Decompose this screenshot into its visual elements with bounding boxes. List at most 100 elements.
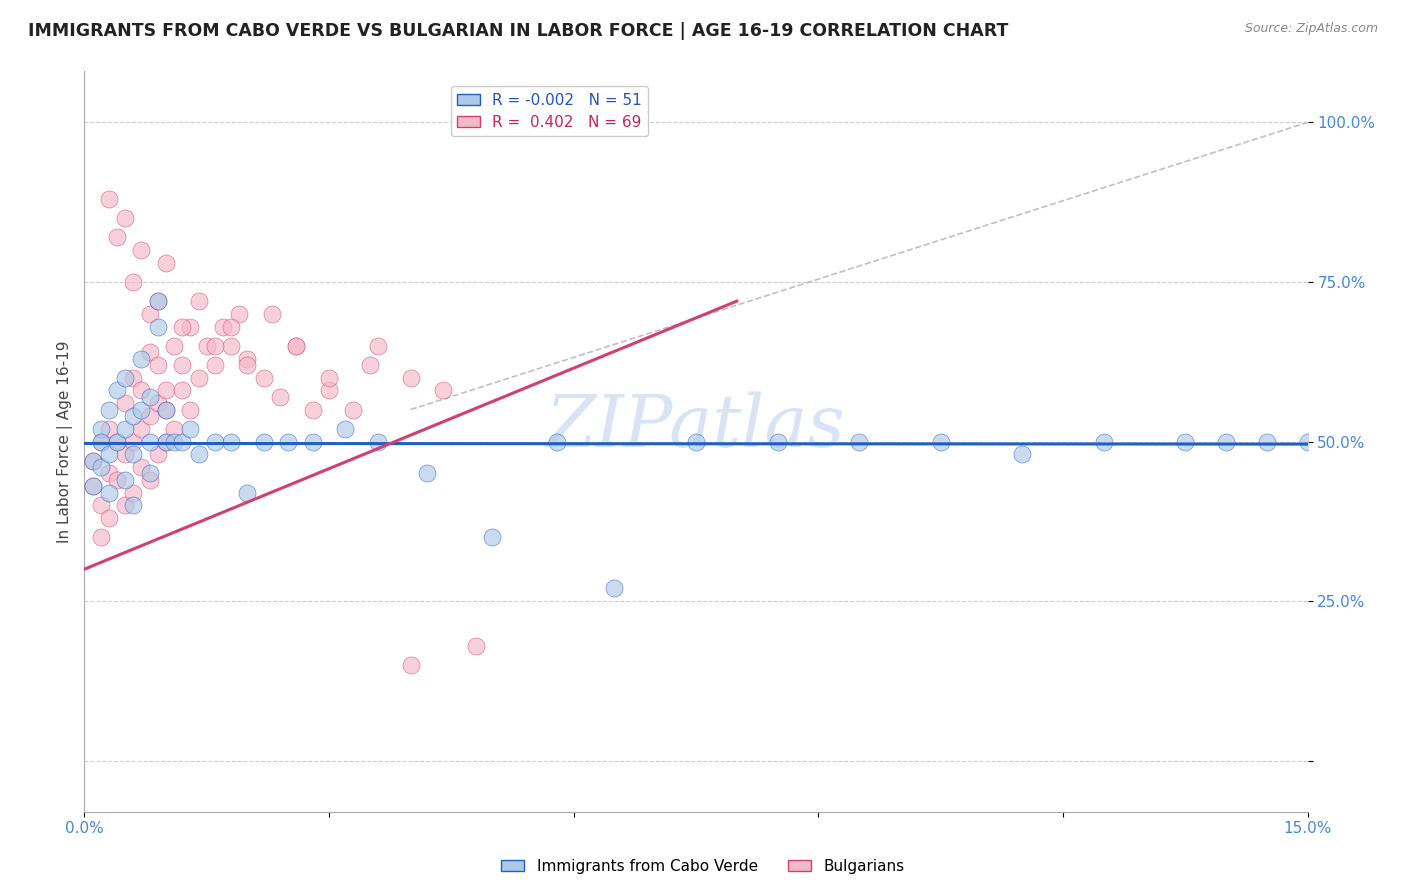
- Point: [285, 339, 308, 353]
- Point: [138, 409, 160, 423]
- Point: [138, 473, 160, 487]
- Point: [335, 422, 357, 436]
- Point: [122, 370, 145, 384]
- Point: [146, 447, 169, 461]
- Text: Source: ZipAtlas.com: Source: ZipAtlas.com: [1244, 22, 1378, 36]
- Point: [1174, 434, 1197, 449]
- Point: [90, 499, 112, 513]
- Point: [285, 339, 308, 353]
- Point: [603, 582, 626, 596]
- Point: [204, 339, 226, 353]
- Point: [416, 467, 439, 481]
- Point: [1296, 434, 1319, 449]
- Point: [260, 307, 283, 321]
- Point: [122, 447, 145, 461]
- Point: [114, 396, 136, 410]
- Point: [219, 319, 242, 334]
- Point: [219, 434, 242, 449]
- Point: [204, 358, 226, 372]
- Point: [122, 434, 145, 449]
- Point: [105, 384, 128, 398]
- Point: [187, 370, 209, 384]
- Point: [97, 192, 120, 206]
- Point: [155, 434, 177, 449]
- Point: [172, 434, 194, 449]
- Point: [97, 485, 120, 500]
- Legend: R = -0.002   N = 51, R =  0.402   N = 69: R = -0.002 N = 51, R = 0.402 N = 69: [451, 87, 648, 136]
- Point: [163, 434, 186, 449]
- Point: [318, 384, 340, 398]
- Point: [228, 307, 250, 321]
- Point: [146, 358, 169, 372]
- Point: [138, 390, 160, 404]
- Point: [114, 370, 136, 384]
- Point: [848, 434, 870, 449]
- Point: [1011, 447, 1033, 461]
- Point: [131, 460, 153, 475]
- Point: [342, 402, 364, 417]
- Point: [138, 345, 160, 359]
- Point: [1215, 434, 1237, 449]
- Point: [172, 319, 194, 334]
- Point: [253, 434, 276, 449]
- Point: [131, 402, 153, 417]
- Point: [97, 422, 120, 436]
- Point: [90, 422, 112, 436]
- Point: [131, 351, 153, 366]
- Point: [172, 358, 194, 372]
- Point: [253, 370, 276, 384]
- Point: [146, 294, 169, 309]
- Point: [269, 390, 291, 404]
- Point: [546, 434, 568, 449]
- Point: [155, 402, 177, 417]
- Point: [122, 409, 145, 423]
- Point: [318, 370, 340, 384]
- Point: [114, 211, 136, 226]
- Point: [155, 434, 177, 449]
- Point: [432, 384, 454, 398]
- Point: [481, 530, 503, 544]
- Point: [97, 402, 120, 417]
- Point: [301, 434, 323, 449]
- Point: [122, 485, 145, 500]
- Point: [236, 485, 259, 500]
- Point: [685, 434, 707, 449]
- Point: [236, 351, 259, 366]
- Point: [114, 499, 136, 513]
- Point: [82, 453, 104, 467]
- Point: [97, 447, 120, 461]
- Point: [122, 499, 145, 513]
- Point: [90, 530, 112, 544]
- Point: [195, 339, 218, 353]
- Point: [90, 434, 112, 449]
- Point: [155, 402, 177, 417]
- Point: [1092, 434, 1115, 449]
- Point: [187, 294, 209, 309]
- Point: [138, 467, 160, 481]
- Point: [155, 384, 177, 398]
- Point: [929, 434, 952, 449]
- Point: [146, 396, 169, 410]
- Point: [163, 339, 186, 353]
- Point: [236, 358, 259, 372]
- Text: ZIPatlas: ZIPatlas: [546, 392, 846, 462]
- Text: IMMIGRANTS FROM CABO VERDE VS BULGARIAN IN LABOR FORCE | AGE 16-19 CORRELATION C: IMMIGRANTS FROM CABO VERDE VS BULGARIAN …: [28, 22, 1008, 40]
- Point: [212, 319, 235, 334]
- Point: [97, 467, 120, 481]
- Point: [82, 453, 104, 467]
- Point: [172, 384, 194, 398]
- Point: [97, 511, 120, 525]
- Point: [105, 434, 128, 449]
- Point: [82, 479, 104, 493]
- Point: [105, 473, 128, 487]
- Point: [138, 307, 160, 321]
- Point: [131, 243, 153, 257]
- Point: [90, 434, 112, 449]
- Point: [179, 422, 201, 436]
- Point: [179, 319, 201, 334]
- Point: [82, 479, 104, 493]
- Point: [464, 639, 486, 653]
- Legend: Immigrants from Cabo Verde, Bulgarians: Immigrants from Cabo Verde, Bulgarians: [495, 853, 911, 880]
- Point: [105, 434, 128, 449]
- Point: [163, 422, 186, 436]
